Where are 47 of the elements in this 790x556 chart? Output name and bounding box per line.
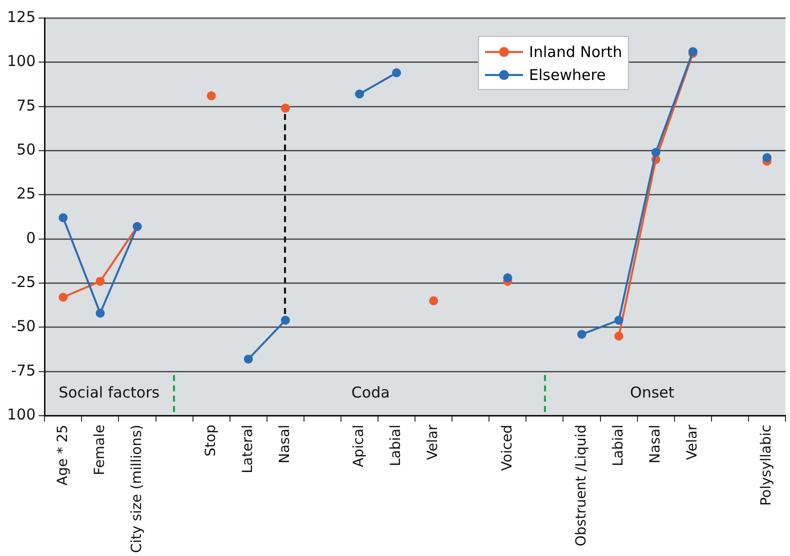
- y-tick-label: 0: [26, 228, 36, 247]
- point: [244, 354, 253, 364]
- x-tick-label: Labial: [610, 424, 626, 466]
- y-tick-label: 100: [6, 52, 36, 70]
- x-tick-label: Female: [92, 424, 108, 476]
- point: [355, 90, 364, 98]
- point: [280, 316, 290, 325]
- point: [96, 276, 105, 286]
- x-tick-label: Nasal: [647, 424, 664, 464]
- point: [280, 104, 290, 113]
- point: [614, 316, 624, 325]
- x-tick-label: Voiced: [499, 424, 516, 471]
- x-tick-label: Velar: [425, 424, 442, 460]
- x-tick-label: Velar: [684, 424, 701, 460]
- x-tick-label: Labial: [388, 424, 404, 466]
- y-tick-label: -50: [11, 317, 36, 336]
- annotation: Coda: [351, 383, 390, 402]
- y-tick-label: 100: [6, 406, 36, 424]
- x-tick-label: Age * 25: [54, 424, 71, 486]
- point: [96, 308, 105, 318]
- point: [762, 153, 772, 162]
- point: [392, 68, 402, 78]
- y-tick-label: 50: [16, 140, 36, 158]
- annotation: Onset: [630, 383, 674, 402]
- y-tick-label: 25: [16, 184, 36, 203]
- annotation: Social factors: [58, 383, 160, 402]
- x-tick-label: Apical: [351, 424, 368, 468]
- point: [429, 296, 438, 306]
- y-tick-label: -25: [11, 273, 36, 291]
- legend-label: Inland North: [529, 42, 622, 60]
- x-tick-label: Stop: [202, 424, 219, 456]
- legend-label: Elsewhere: [529, 66, 606, 84]
- point: [577, 330, 586, 339]
- x-tick-label: Polysyllabic: [758, 424, 775, 506]
- point: [206, 91, 216, 100]
- point: [58, 213, 68, 222]
- point: [58, 292, 68, 302]
- y-tick-label: 125: [6, 8, 36, 26]
- y-tick-label: -75: [11, 361, 36, 380]
- x-tick-label: Obstruent /Liquid: [573, 424, 590, 546]
- x-tick-label: Lateral: [240, 424, 256, 474]
- x-tick-label: Nasal: [277, 424, 294, 464]
- x-tick-label: City size (millions): [128, 424, 145, 554]
- point: [651, 148, 660, 157]
- point: [614, 332, 624, 341]
- point: [503, 273, 512, 282]
- y-tick-label: 75: [16, 96, 36, 114]
